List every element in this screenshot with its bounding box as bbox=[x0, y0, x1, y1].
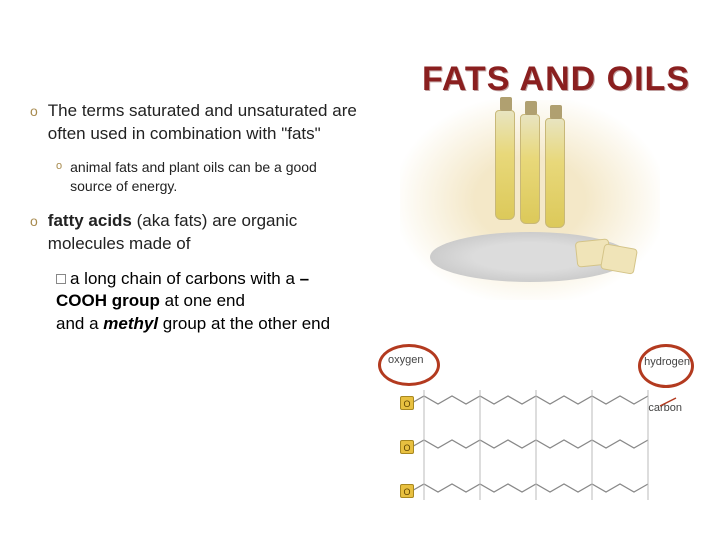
o-atom: O bbox=[400, 484, 414, 498]
bullet-1-text: The terms saturated and unsaturated are … bbox=[48, 100, 360, 146]
slide: FATS AND OILS o The terms saturated and … bbox=[0, 0, 720, 540]
o-atom: O bbox=[400, 440, 414, 454]
oil-vial bbox=[495, 110, 515, 220]
bullet-marker: o bbox=[30, 210, 38, 256]
content-block: o The terms saturated and unsaturated ar… bbox=[30, 100, 360, 336]
bullet-1-sub: o animal fats and plant oils can be a go… bbox=[56, 158, 360, 196]
checkbox-icon bbox=[56, 274, 66, 284]
oil-vial bbox=[520, 114, 540, 224]
bullet-marker: o bbox=[56, 158, 62, 196]
page-title: FATS AND OILS bbox=[422, 60, 690, 99]
oils-image bbox=[400, 100, 660, 300]
bullet-2: o fatty acids (aka fats) are organic mol… bbox=[30, 210, 360, 256]
bullet-1: o The terms saturated and unsaturated ar… bbox=[30, 100, 360, 146]
fatty-acids-term: fatty acids bbox=[48, 211, 132, 230]
oil-vial bbox=[545, 118, 565, 228]
molecule-diagram: oxygen hydrogen carbon O O O bbox=[360, 340, 700, 510]
bullet-2-detail: a long chain of carbons with a –COOH gro… bbox=[56, 268, 360, 337]
methyl-term: methyl bbox=[103, 314, 158, 333]
bullet-1-sub-text: animal fats and plant oils can be a good… bbox=[70, 158, 360, 196]
o-atom: O bbox=[400, 396, 414, 410]
butter-block bbox=[600, 243, 638, 275]
bullet-2-text: fatty acids (aka fats) are organic molec… bbox=[48, 210, 360, 256]
bullet-marker: o bbox=[30, 100, 38, 146]
